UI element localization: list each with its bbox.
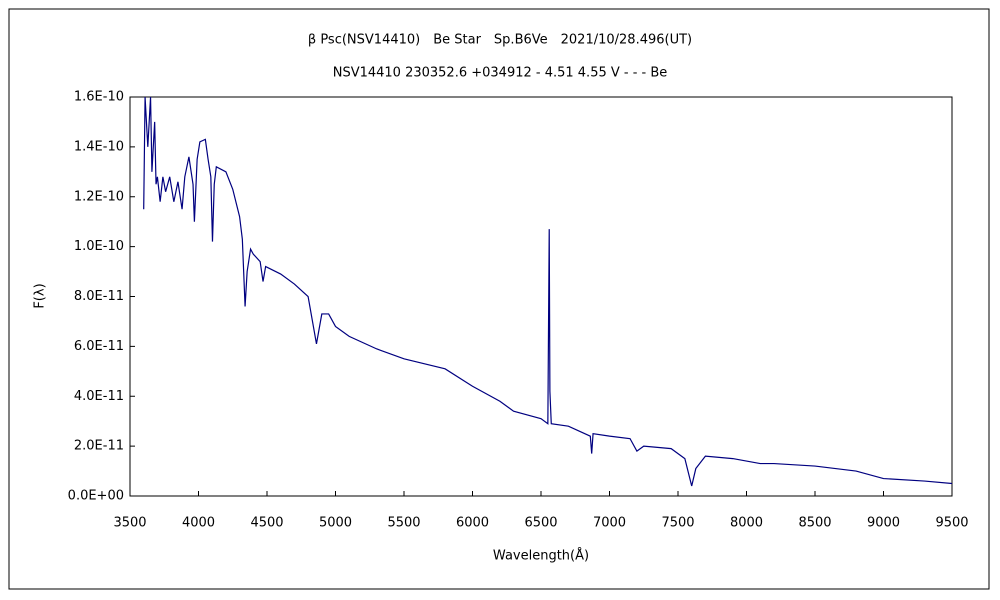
y-tick-label: 1.0E-10 xyxy=(74,239,124,254)
x-tick-label: 5500 xyxy=(387,516,420,531)
spectrum-line xyxy=(143,97,952,487)
y-tick-label: 0.0E+00 xyxy=(68,489,124,504)
y-tick-label: 2.0E-11 xyxy=(74,439,124,454)
chart-title: β Psc(NSV14410) Be Star Sp.B6Ve 2021/10/… xyxy=(308,33,692,48)
x-tick-label: 4000 xyxy=(182,516,215,531)
y-tick-label: 4.0E-11 xyxy=(74,389,124,404)
x-tick-label: 9000 xyxy=(867,516,900,531)
y-tick-label: 6.0E-11 xyxy=(74,339,124,354)
x-tick-label: 7000 xyxy=(593,516,626,531)
plot-frame xyxy=(129,96,953,497)
x-tick-label: 6500 xyxy=(524,516,557,531)
x-tick-label: 8500 xyxy=(798,516,831,531)
chart-subtitle: NSV14410 230352.6 +034912 - 4.51 4.55 V … xyxy=(333,66,668,81)
y-axis-label: F(λ) xyxy=(33,283,48,308)
x-tick-label: 3500 xyxy=(113,516,146,531)
y-tick-label: 1.4E-10 xyxy=(74,139,124,154)
y-tick-label: 1.2E-10 xyxy=(74,189,124,204)
y-tick-label: 1.6E-10 xyxy=(74,90,124,105)
x-tick-label: 8000 xyxy=(730,516,763,531)
y-tick-label: 8.0E-11 xyxy=(74,289,124,304)
x-tick-label: 6000 xyxy=(456,516,489,531)
x-axis-label: Wavelength(Å) xyxy=(493,548,589,564)
x-tick-label: 9500 xyxy=(935,516,968,531)
x-tick-label: 7500 xyxy=(661,516,694,531)
x-tick-label: 5000 xyxy=(319,516,352,531)
x-tick-label: 4500 xyxy=(250,516,283,531)
